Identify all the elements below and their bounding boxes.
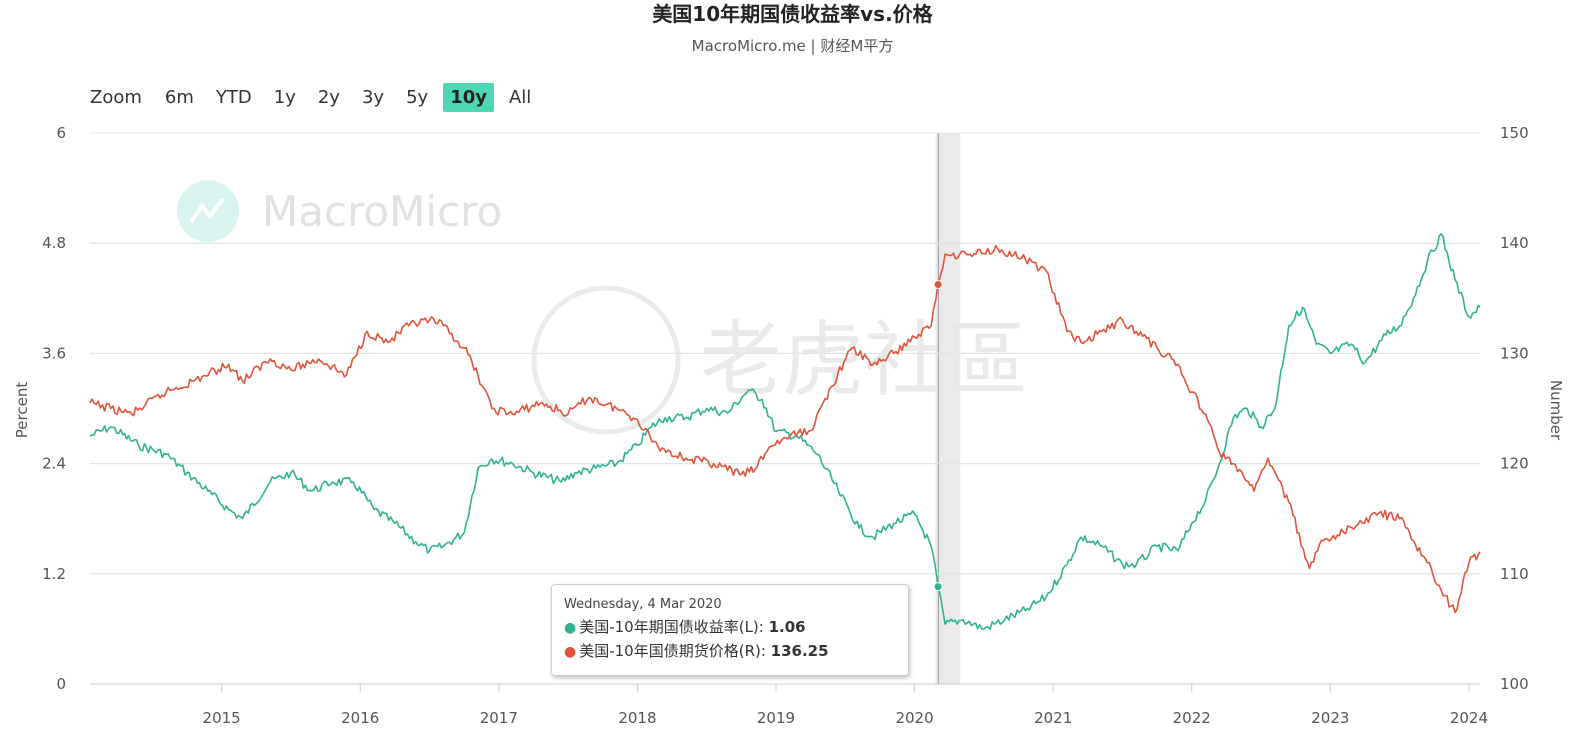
- hover-marker-yield: [933, 582, 943, 592]
- tooltip-dot-yield: ●: [564, 620, 577, 636]
- zoom-label: Zoom: [90, 86, 142, 108]
- x-tick-label: 2024: [1450, 709, 1488, 727]
- tiger-logo-icon: [531, 285, 681, 435]
- tooltip-label-yield: 美国-10年期国债收益率(L):: [579, 618, 769, 636]
- y-tick-left-label: 2.4: [42, 455, 66, 473]
- chart-title: 美国10年期国债收益率vs.价格: [652, 2, 933, 26]
- y-tick-left-label: 6: [56, 124, 66, 142]
- x-tick-label: 2019: [757, 709, 795, 727]
- y-tick-right-label: 130: [1500, 344, 1529, 362]
- y-tick-right-label: 110: [1500, 565, 1529, 583]
- zoom-button-6m[interactable]: 6m: [164, 86, 194, 108]
- tooltip-label-price: 美国-10年国债期货价格(R):: [579, 642, 771, 660]
- y-axis-left-label: Percent: [13, 382, 31, 439]
- zoom-button-ytd[interactable]: YTD: [215, 86, 252, 108]
- macromicro-logo-glyph: [189, 197, 225, 224]
- macromicro-watermark: MacroMicro: [177, 180, 502, 242]
- tooltip-value-yield: 1.06: [768, 618, 806, 636]
- tooltip-dot-price: ●: [564, 644, 577, 660]
- highlight-band: [935, 133, 961, 684]
- x-tick-label: 2015: [203, 709, 241, 727]
- gridlines: [90, 132, 1480, 685]
- x-tick-label: 2017: [480, 709, 518, 727]
- x-tick-label: 2018: [618, 709, 656, 727]
- tooltip: Wednesday, 4 Mar 2020 ● 美国-10年期国债收益率(L): …: [551, 584, 909, 676]
- y-axis-right-label: Number: [1547, 380, 1565, 441]
- tiger-watermark-text: 老虎社區: [700, 313, 1028, 408]
- macromicro-logo-icon: [177, 180, 239, 242]
- series-price-line: [89, 244, 1481, 614]
- zoom-button-10y[interactable]: 10y: [443, 82, 494, 112]
- chart-subtitle: MacroMicro.me | 财经M平方: [691, 37, 894, 55]
- zoom-button-2y[interactable]: 2y: [317, 86, 340, 108]
- tooltip-value-price: 136.25: [770, 642, 829, 660]
- x-tick-label: 2016: [341, 709, 379, 727]
- zoom-button-all[interactable]: All: [508, 86, 532, 108]
- zoom-button-3y[interactable]: 3y: [361, 86, 385, 108]
- y-tick-right-label: 150: [1500, 124, 1529, 142]
- x-tick-label: 2020: [895, 709, 933, 727]
- tooltip-date: Wednesday, 4 Mar 2020: [564, 597, 722, 612]
- y-tick-left-label: 1.2: [42, 565, 66, 583]
- y-axis-left: 0 1.2 2.4 3.6 4.8 6: [42, 124, 66, 693]
- y-axis-right: 100 110 120 130 140 150: [1500, 124, 1529, 693]
- x-axis: 2015 2016 2017 2018 2019 2020 2021 2022 2023 2024: [90, 683, 1488, 727]
- macromicro-watermark-text: MacroMicro: [262, 187, 502, 236]
- x-tick-label: 2023: [1311, 709, 1349, 727]
- y-tick-right-label: 140: [1500, 234, 1529, 252]
- tooltip-row-price: ● 美国-10年国债期货价格(R): 136.25: [564, 640, 896, 664]
- y-tick-right-label: 120: [1500, 455, 1529, 473]
- series-yield-line: [89, 233, 1481, 631]
- series-layer: [89, 233, 1481, 631]
- y-tick-left-label: 4.8: [42, 234, 66, 252]
- hover-marker-price: [933, 280, 943, 290]
- y-tick-left-label: 0: [56, 675, 66, 693]
- tooltip-row-yield: ● 美国-10年期国债收益率(L): 1.06: [564, 616, 896, 640]
- zoom-button-5y[interactable]: 5y: [406, 86, 429, 108]
- y-tick-left-label: 3.6: [42, 344, 66, 362]
- x-tick-label: 2021: [1034, 709, 1072, 727]
- zoom-button-1y[interactable]: 1y: [273, 86, 296, 108]
- y-tick-right-label: 100: [1500, 675, 1529, 693]
- zoom-bar: Zoom 6m YTD 1y 2y 3y 5y 10y All: [90, 80, 546, 114]
- x-tick-label: 2022: [1173, 709, 1211, 727]
